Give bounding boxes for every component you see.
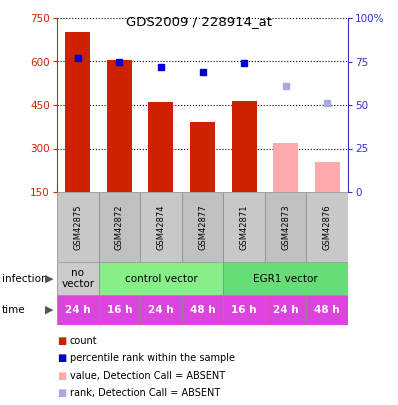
Bar: [265, 295, 306, 325]
Text: ■: ■: [57, 388, 66, 398]
Text: rank, Detection Call = ABSENT: rank, Detection Call = ABSENT: [70, 388, 220, 398]
Bar: [315, 162, 339, 192]
Text: count: count: [70, 336, 97, 346]
Bar: [265, 192, 306, 262]
Bar: [306, 295, 348, 325]
Text: 48 h: 48 h: [314, 305, 340, 315]
Text: 24 h: 24 h: [148, 305, 174, 315]
Text: GDS2009 / 228914_at: GDS2009 / 228914_at: [126, 15, 272, 28]
Bar: [99, 192, 140, 262]
Bar: [223, 295, 265, 325]
Bar: [57, 262, 99, 295]
Bar: [223, 262, 348, 295]
Text: ■: ■: [57, 336, 66, 346]
Text: 48 h: 48 h: [190, 305, 215, 315]
Text: ▶: ▶: [45, 273, 53, 283]
Text: GSM42873: GSM42873: [281, 204, 290, 250]
Bar: [148, 102, 174, 192]
Bar: [190, 122, 215, 192]
Bar: [306, 192, 348, 262]
Text: GSM42872: GSM42872: [115, 204, 124, 250]
Text: 24 h: 24 h: [273, 305, 298, 315]
Text: GSM42877: GSM42877: [198, 204, 207, 250]
Text: control vector: control vector: [125, 273, 197, 283]
Text: EGR1 vector: EGR1 vector: [253, 273, 318, 283]
Bar: [182, 192, 223, 262]
Bar: [57, 295, 99, 325]
Bar: [107, 60, 132, 192]
Bar: [99, 295, 140, 325]
Text: 16 h: 16 h: [231, 305, 257, 315]
Bar: [57, 192, 99, 262]
Text: GSM42874: GSM42874: [156, 204, 166, 250]
Text: ■: ■: [57, 371, 66, 381]
Bar: [182, 295, 223, 325]
Bar: [273, 143, 298, 192]
Text: time: time: [2, 305, 25, 315]
Text: 16 h: 16 h: [107, 305, 132, 315]
Bar: [223, 192, 265, 262]
Text: percentile rank within the sample: percentile rank within the sample: [70, 353, 235, 363]
Text: ▶: ▶: [45, 305, 53, 315]
Bar: [140, 192, 182, 262]
Bar: [99, 262, 223, 295]
Text: GSM42876: GSM42876: [323, 204, 332, 250]
Bar: [140, 295, 182, 325]
Text: 24 h: 24 h: [65, 305, 91, 315]
Text: ■: ■: [57, 353, 66, 363]
Bar: [65, 32, 90, 192]
Text: GSM42871: GSM42871: [240, 204, 249, 250]
Text: GSM42875: GSM42875: [73, 204, 82, 250]
Text: infection: infection: [2, 273, 48, 283]
Bar: [232, 101, 257, 192]
Text: value, Detection Call = ABSENT: value, Detection Call = ABSENT: [70, 371, 225, 381]
Text: no
vector: no vector: [61, 268, 94, 289]
